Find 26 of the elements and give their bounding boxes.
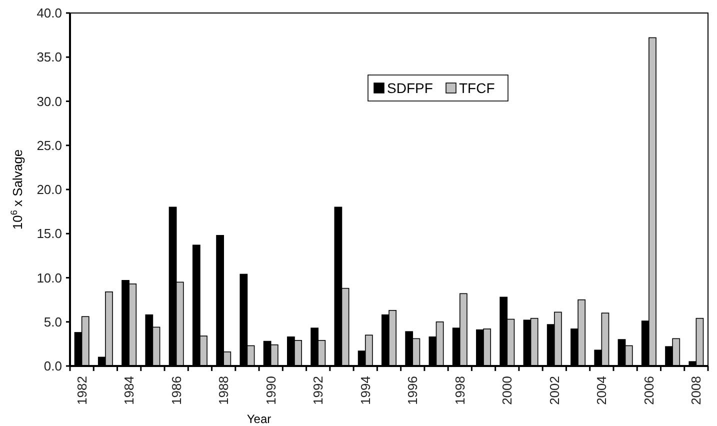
x-tick-label: 2006 (641, 376, 656, 405)
y-tick-label: 5.0 (44, 314, 62, 330)
legend-label: SDFPF (387, 80, 433, 96)
y-tick-label: 10.0 (36, 270, 62, 286)
x-axis-title: Year (246, 412, 272, 426)
y-tick-label: 25.0 (36, 138, 62, 153)
x-tick-label: 1992 (310, 376, 326, 405)
y-tick-label: 30.0 (36, 94, 62, 109)
x-tick-label: 1990 (263, 376, 278, 405)
x-tick-label: 1996 (405, 376, 420, 405)
y-tick-label: 35.0 (36, 50, 62, 65)
x-tick-label: 1994 (358, 376, 373, 405)
x-tick-label: 1998 (452, 376, 468, 405)
y-tick-label: 20.0 (36, 182, 62, 198)
y-tick-label: 40.0 (36, 6, 62, 21)
x-tick-label: 1982 (74, 376, 90, 405)
x-tick-label: 2004 (594, 376, 610, 405)
x-tick-label: 1984 (122, 376, 137, 405)
x-tick-label: 2000 (500, 376, 515, 405)
x-tick-label: 2008 (688, 376, 704, 405)
x-tick-label: 2002 (546, 376, 562, 405)
x-tick-label: 1986 (168, 376, 184, 405)
x-tick-label: 1988 (216, 376, 232, 405)
y-tick-label: 0.0 (44, 358, 62, 374)
legend-label: TFCF (459, 80, 495, 96)
y-tick-label: 15.0 (36, 226, 62, 242)
